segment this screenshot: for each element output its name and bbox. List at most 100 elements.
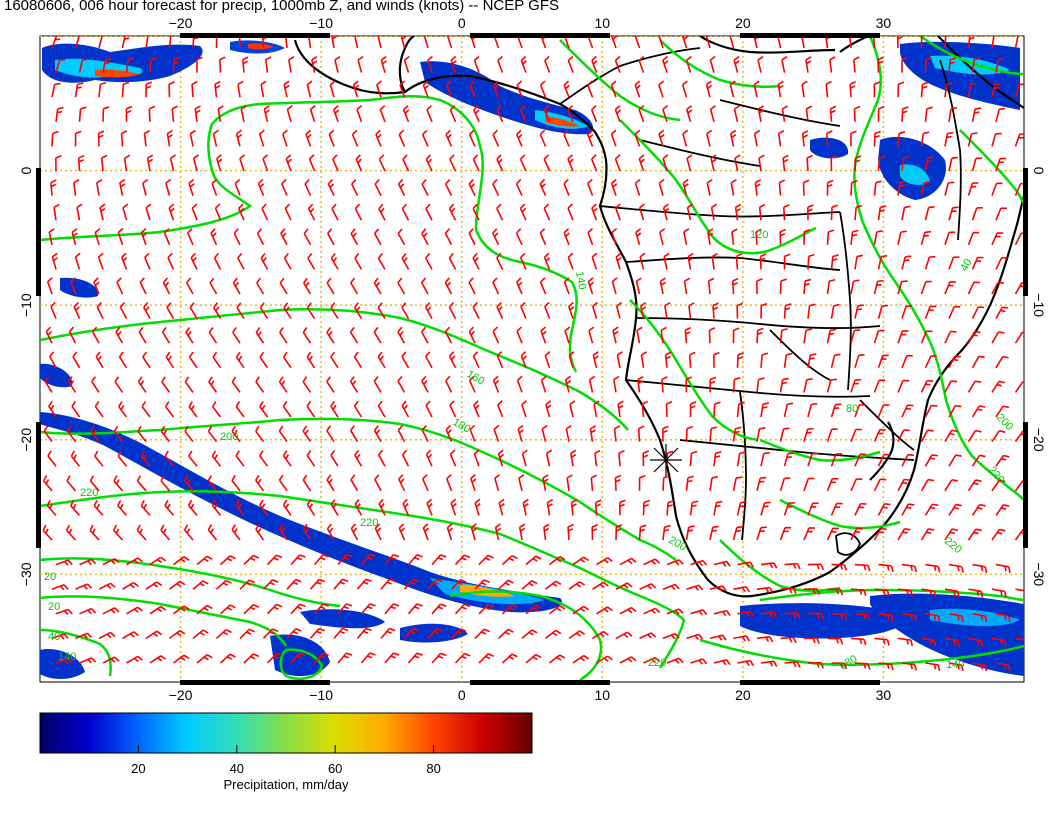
- wind-barb: [729, 36, 735, 49]
- wind-barb: [924, 503, 939, 516]
- wind-barb: [1015, 637, 1024, 642]
- wind-barb: [45, 326, 53, 344]
- wind-barb: [196, 604, 213, 615]
- wind-barb: [378, 154, 386, 172]
- wind-barb: [384, 553, 400, 566]
- wind-barb: [256, 228, 265, 246]
- wind-barb: [596, 655, 613, 664]
- wind-barb: [98, 81, 107, 98]
- wind-barb: [353, 400, 363, 418]
- wind-barb: [350, 228, 359, 246]
- wind-barb: [658, 80, 665, 98]
- wind-barb: [139, 277, 147, 295]
- wind-barb: [759, 253, 767, 270]
- wind-barb: [544, 55, 551, 73]
- wind-barb: [384, 603, 400, 615]
- wind-barb: [242, 56, 249, 73]
- wind-barb: [426, 498, 433, 516]
- wind-barb: [422, 80, 430, 98]
- wind-barb: [873, 230, 883, 245]
- wind-barb: [705, 80, 713, 98]
- wind-barb: [610, 36, 618, 49]
- wind-barb: [55, 608, 73, 615]
- wind-barb: [262, 154, 269, 172]
- wind-barb: [354, 449, 363, 467]
- wind-barb: [356, 105, 363, 123]
- wind-barb: [401, 449, 410, 467]
- wind-barb: [126, 557, 143, 566]
- wind-barb: [149, 57, 158, 73]
- wind-barb: [616, 351, 623, 368]
- wind-barb: [337, 553, 353, 566]
- wind-barb: [47, 450, 57, 467]
- wind-barb: [285, 154, 292, 172]
- wind-barb: [192, 580, 209, 590]
- wind-barb: [854, 304, 864, 319]
- wind-barb: [713, 659, 731, 666]
- wind-barb: [829, 56, 836, 73]
- wind-barb: [972, 662, 988, 672]
- wind-barb: [337, 603, 353, 615]
- wind-barb: [639, 252, 646, 270]
- wind-barb: [51, 584, 69, 591]
- wind-barb: [450, 628, 467, 639]
- wind-barb: [662, 203, 670, 221]
- wind-barb: [207, 475, 218, 492]
- wind-barb: [185, 326, 194, 344]
- wind-barb: [454, 652, 471, 664]
- wind-barb: [878, 563, 894, 572]
- wind-barb: [544, 351, 551, 369]
- wind-barb: [492, 228, 500, 246]
- wind-barb: [126, 606, 143, 615]
- wind-barb: [397, 326, 406, 344]
- wind-barb: [303, 277, 312, 295]
- wind-barb: [146, 154, 154, 172]
- map-title: 16080606, 006 hour forecast for precip, …: [4, 0, 559, 14]
- wind-barb: [121, 36, 130, 49]
- wind-barb: [967, 182, 979, 196]
- wind-barb: [302, 327, 312, 344]
- wind-barb: [497, 628, 514, 639]
- wind-barb: [448, 203, 457, 221]
- wind-barb: [831, 662, 848, 670]
- wind-barb: [357, 55, 364, 73]
- wind-barb: [194, 105, 201, 122]
- wind-barb: [259, 401, 269, 418]
- wind-barb: [897, 379, 910, 393]
- wind-barb: [713, 451, 722, 467]
- wind-barb: [666, 657, 684, 664]
- wind-barb: [192, 154, 200, 172]
- wind-barb: [234, 178, 241, 196]
- wind-barb: [326, 425, 335, 443]
- wind-barb: [258, 129, 265, 147]
- wind-barb: [278, 474, 288, 492]
- wind-barb: [690, 559, 708, 567]
- wind-barb: [850, 478, 863, 492]
- wind-barb: [211, 401, 222, 418]
- wind-barb: [118, 351, 128, 369]
- wind-barb: [102, 607, 120, 615]
- wind-barb: [572, 654, 590, 664]
- wind-barb: [854, 662, 871, 670]
- wind-barb: [783, 502, 795, 516]
- wind-barb: [354, 36, 359, 49]
- wind-barb: [497, 449, 505, 467]
- wind-barb: [95, 351, 104, 369]
- wind-barb: [689, 401, 697, 418]
- wind-barb: [113, 425, 124, 443]
- wind-barb: [231, 425, 241, 443]
- wind-barb: [543, 523, 550, 541]
- wind-barb: [995, 355, 1009, 369]
- wind-barb: [196, 555, 213, 566]
- wind-barb: [67, 376, 77, 393]
- wind-barb: [827, 588, 844, 596]
- wind-barb: [427, 55, 433, 73]
- wind-barb: [165, 351, 175, 369]
- wind-barb: [78, 58, 89, 73]
- contour-label-220: 220: [80, 487, 98, 499]
- wind-barb: [255, 524, 265, 541]
- wind-barb: [877, 155, 886, 172]
- wind-barb: [123, 154, 131, 172]
- wind-barb: [924, 56, 933, 73]
- lon-label-top: 0: [458, 15, 466, 31]
